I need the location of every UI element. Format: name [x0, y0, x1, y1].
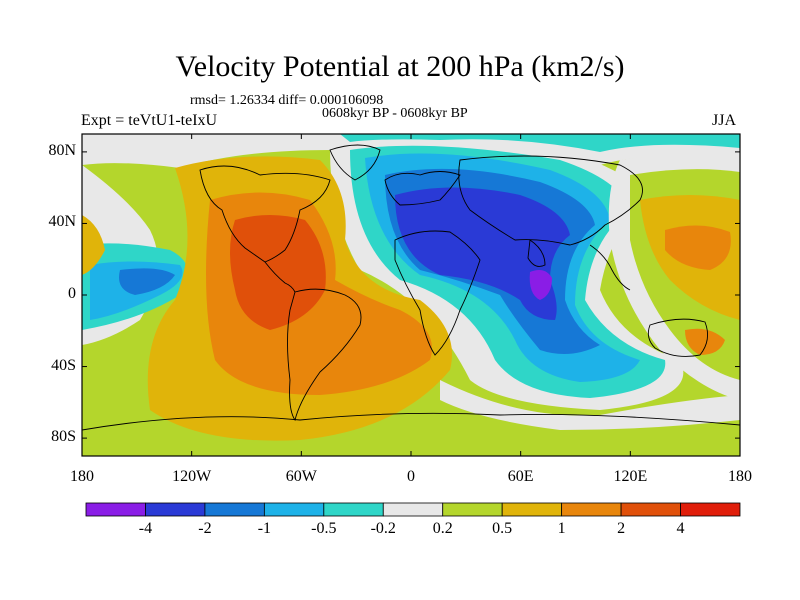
- coast-africa: [394, 230, 481, 356]
- contour-neg-max: [529, 270, 552, 300]
- contour-field: [82, 134, 740, 456]
- colorbar-swatch: [680, 502, 741, 517]
- colorbar-swatch: [620, 502, 681, 517]
- colorbar-label: -0.2: [370, 520, 396, 537]
- experiment-label: Expt = teVtU1-teIxU: [81, 112, 218, 129]
- colorbar-label: -2: [198, 520, 212, 537]
- contour-neg-4: [395, 187, 570, 320]
- coast-antarctica: [82, 412, 740, 431]
- chart-title: Velocity Potential at 200 hPa (km2/s): [175, 50, 625, 83]
- x-tick-label: 60E: [507, 468, 534, 485]
- x-tick-label: 60W: [285, 468, 317, 485]
- coast-asia: [458, 155, 643, 246]
- colorbar-swatch: [323, 502, 384, 517]
- colorbar-label: -0.5: [311, 520, 337, 537]
- x-tick-label: 180: [728, 468, 752, 485]
- colorbar-label: -4: [138, 520, 153, 537]
- axis-ticks: [81, 134, 741, 456]
- contour-pos-2: [230, 215, 326, 330]
- colorbar-label: 0.5: [492, 520, 513, 537]
- colorbar-swatch: [85, 502, 146, 517]
- colorbar-label: -1: [257, 520, 272, 537]
- colorbar-swatch: [501, 502, 563, 517]
- x-tick-label: 120E: [613, 468, 648, 485]
- coast-greenland: [329, 144, 381, 181]
- y-tick-label: 40N: [48, 213, 76, 231]
- colorbar-label: 0.2: [432, 520, 453, 537]
- coast-europe: [384, 171, 461, 206]
- y-tick-label: 0: [68, 285, 76, 302]
- y-tick-label: 80N: [48, 141, 76, 159]
- stats-line: rmsd= 1.26334 diff= 0.000106098: [190, 93, 384, 108]
- colorbar-swatch: [382, 502, 444, 517]
- x-tick-label: 120W: [172, 468, 212, 485]
- coast-south-america: [287, 288, 362, 422]
- colorbar-swatch: [442, 502, 503, 517]
- coast-india: [527, 239, 546, 267]
- colorbar-swatch: [263, 502, 325, 517]
- x-tick-label: 180: [70, 468, 94, 485]
- colorbar-label: 1: [557, 520, 566, 537]
- coast-north-america: [199, 165, 331, 263]
- colorbar-label: 2: [617, 520, 626, 537]
- colorbar-swatch: [561, 502, 622, 517]
- season-label: JJA: [712, 112, 737, 129]
- coast-central-america: [264, 261, 296, 293]
- period-line: 0608kyr BP - 0608kyr BP: [322, 106, 468, 121]
- colorbar-swatch: [204, 502, 265, 517]
- contour-arctic-teal: [340, 134, 740, 152]
- contour-pacific-blue-core: [119, 268, 175, 295]
- coast-southeast-asia: [589, 244, 631, 291]
- contour-dateline-yellow: [82, 215, 105, 275]
- coast-australia: [647, 318, 709, 357]
- colorbar: [85, 502, 741, 517]
- y-tick-label: 80S: [51, 428, 76, 446]
- contour-southern-light: [440, 380, 740, 430]
- x-tick-label: 0: [407, 468, 415, 485]
- colorbar-swatch: [145, 502, 206, 517]
- colorbar-label: 4: [676, 520, 685, 537]
- y-tick-label: 40S: [51, 356, 76, 374]
- contour-wpac-orange: [665, 225, 731, 270]
- contour-aus-orange: [685, 328, 725, 355]
- coastlines: [82, 144, 740, 431]
